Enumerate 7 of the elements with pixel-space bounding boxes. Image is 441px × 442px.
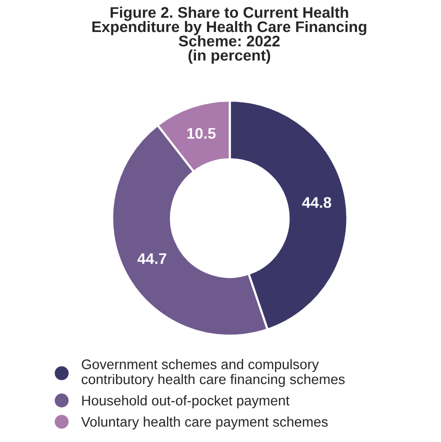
legend-label: Voluntary health care payment schemes bbox=[81, 416, 328, 430]
data-label: 44.7 bbox=[137, 253, 166, 264]
chart-title: Figure 2. Share to Current Health Expenditure by Health Care Financing Scheme: 2022 (in percent) bbox=[92, 6, 366, 64]
data-label: 10.5 bbox=[187, 128, 216, 139]
data-label: 44.8 bbox=[302, 197, 332, 208]
legend-label: Household out-of-pocket payment bbox=[82, 395, 290, 408]
legend-label: Government schemes and compulsory contributory health care financing schemes bbox=[82, 359, 345, 387]
